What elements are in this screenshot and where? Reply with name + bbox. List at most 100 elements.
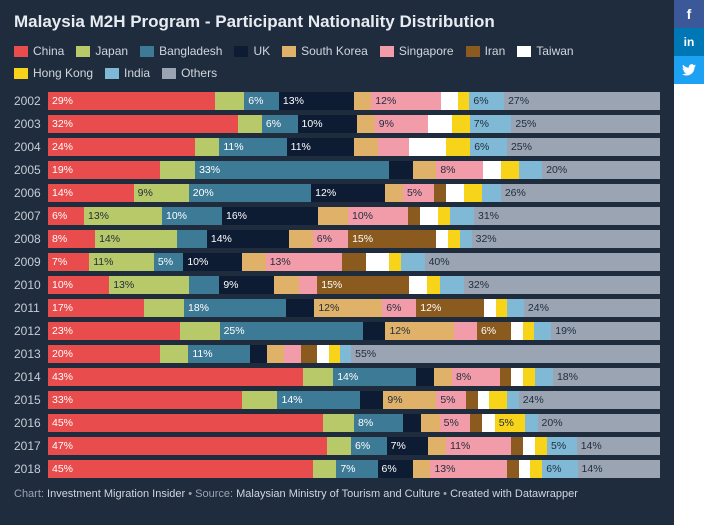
- segment-others[interactable]: 27%: [504, 92, 660, 110]
- segment-uk[interactable]: [250, 345, 267, 363]
- segment-bangladesh[interactable]: 33%: [195, 161, 389, 179]
- segment-japan[interactable]: [160, 161, 195, 179]
- segment-india[interactable]: [460, 230, 472, 248]
- legend-item-iran[interactable]: Iran: [466, 42, 506, 61]
- segment-bangladesh[interactable]: [177, 230, 206, 248]
- segment-uk[interactable]: [416, 368, 434, 386]
- segment-uk[interactable]: [363, 322, 386, 340]
- segment-india[interactable]: [482, 184, 500, 202]
- segment-taiwan[interactable]: [511, 322, 522, 340]
- segment-china[interactable]: 45%: [48, 414, 323, 432]
- segment-singapore[interactable]: 13%: [266, 253, 343, 271]
- legend-item-china[interactable]: China: [14, 42, 64, 61]
- segment-skorea[interactable]: [385, 184, 403, 202]
- segment-india[interactable]: 6%: [470, 138, 507, 156]
- segment-bangladesh[interactable]: 6%: [351, 437, 387, 455]
- segment-bangladesh[interactable]: 11%: [219, 138, 286, 156]
- segment-skorea[interactable]: [434, 368, 452, 386]
- segment-taiwan[interactable]: [482, 414, 494, 432]
- segment-singapore[interactable]: 6%: [382, 299, 416, 317]
- segment-hongkong[interactable]: [464, 184, 482, 202]
- segment-taiwan[interactable]: [420, 207, 438, 225]
- segment-india[interactable]: [534, 322, 551, 340]
- segment-others[interactable]: 55%: [351, 345, 660, 363]
- segment-india[interactable]: [507, 391, 519, 409]
- segment-singapore[interactable]: 6%: [313, 230, 348, 248]
- segment-uk[interactable]: 7%: [387, 437, 429, 455]
- segment-skorea[interactable]: [318, 207, 348, 225]
- segment-uk[interactable]: 10%: [298, 115, 357, 133]
- segment-iran[interactable]: 15%: [348, 230, 436, 248]
- segment-others[interactable]: 19%: [551, 322, 660, 340]
- segment-bangladesh[interactable]: 18%: [184, 299, 286, 317]
- segment-hongkong[interactable]: [489, 391, 507, 409]
- segment-hongkong[interactable]: [496, 299, 507, 317]
- segment-japan[interactable]: [323, 414, 354, 432]
- segment-hongkong[interactable]: [446, 138, 470, 156]
- segment-taiwan[interactable]: [478, 391, 490, 409]
- segment-singapore[interactable]: 11%: [446, 437, 511, 455]
- segment-skorea[interactable]: 12%: [314, 299, 382, 317]
- segment-hongkong[interactable]: [389, 253, 401, 271]
- segment-others[interactable]: 14%: [578, 460, 660, 478]
- segment-japan[interactable]: [303, 368, 333, 386]
- segment-japan[interactable]: [327, 437, 351, 455]
- segment-others[interactable]: 24%: [524, 299, 660, 317]
- legend-item-taiwan[interactable]: Taiwan: [517, 42, 573, 61]
- segment-others[interactable]: 26%: [501, 184, 660, 202]
- segment-uk[interactable]: 10%: [183, 253, 242, 271]
- segment-skorea[interactable]: [354, 138, 378, 156]
- segment-uk[interactable]: 11%: [287, 138, 354, 156]
- legend-item-hongkong[interactable]: Hong Kong: [14, 64, 93, 83]
- segment-india[interactable]: 7%: [470, 115, 512, 133]
- segment-india[interactable]: [450, 207, 474, 225]
- segment-uk[interactable]: [360, 391, 384, 409]
- segment-taiwan[interactable]: [483, 161, 501, 179]
- segment-japan[interactable]: 11%: [89, 253, 154, 271]
- segment-hongkong[interactable]: [438, 207, 450, 225]
- segment-hongkong[interactable]: [535, 437, 547, 455]
- segment-iran[interactable]: [301, 345, 318, 363]
- segment-uk[interactable]: [286, 299, 314, 317]
- segment-uk[interactable]: [389, 161, 413, 179]
- segment-china[interactable]: 8%: [48, 230, 95, 248]
- segment-china[interactable]: 19%: [48, 161, 160, 179]
- segment-hongkong[interactable]: [427, 276, 439, 294]
- segment-bangladesh[interactable]: 5%: [154, 253, 183, 271]
- segment-singapore[interactable]: [284, 345, 301, 363]
- segment-china[interactable]: 14%: [48, 184, 134, 202]
- segment-hongkong[interactable]: [329, 345, 340, 363]
- segment-skorea[interactable]: [289, 230, 313, 248]
- segment-bangladesh[interactable]: 14%: [333, 368, 416, 386]
- segment-hongkong[interactable]: [523, 368, 535, 386]
- segment-bangladesh[interactable]: 8%: [354, 414, 403, 432]
- segment-india[interactable]: [507, 299, 524, 317]
- segment-singapore[interactable]: 5%: [403, 184, 434, 202]
- segment-singapore[interactable]: 8%: [452, 368, 500, 386]
- segment-iran[interactable]: [470, 414, 482, 432]
- segment-taiwan[interactable]: [428, 115, 452, 133]
- segment-skorea[interactable]: [354, 92, 371, 110]
- segment-bangladesh[interactable]: 25%: [220, 322, 363, 340]
- segment-taiwan[interactable]: [409, 276, 427, 294]
- linkedin-share-button[interactable]: in: [674, 28, 704, 56]
- segment-skorea[interactable]: 12%: [385, 322, 454, 340]
- segment-china[interactable]: 47%: [48, 437, 327, 455]
- segment-bangladesh[interactable]: 14%: [277, 391, 359, 409]
- segment-iran[interactable]: 6%: [477, 322, 511, 340]
- segment-japan[interactable]: [144, 299, 184, 317]
- segment-others[interactable]: 18%: [553, 368, 660, 386]
- segment-china[interactable]: 32%: [48, 115, 238, 133]
- segment-iran[interactable]: [342, 253, 366, 271]
- segment-india[interactable]: [340, 345, 351, 363]
- segment-japan[interactable]: [215, 92, 244, 110]
- segment-others[interactable]: 24%: [519, 391, 660, 409]
- segment-india[interactable]: [525, 414, 537, 432]
- segment-japan[interactable]: [195, 138, 219, 156]
- segment-iran[interactable]: [507, 460, 519, 478]
- legend-item-japan[interactable]: Japan: [76, 42, 128, 61]
- segment-bangladesh[interactable]: 6%: [262, 115, 298, 133]
- segment-india[interactable]: 5%: [547, 437, 577, 455]
- segment-taiwan[interactable]: [436, 230, 448, 248]
- segment-hongkong[interactable]: [452, 115, 470, 133]
